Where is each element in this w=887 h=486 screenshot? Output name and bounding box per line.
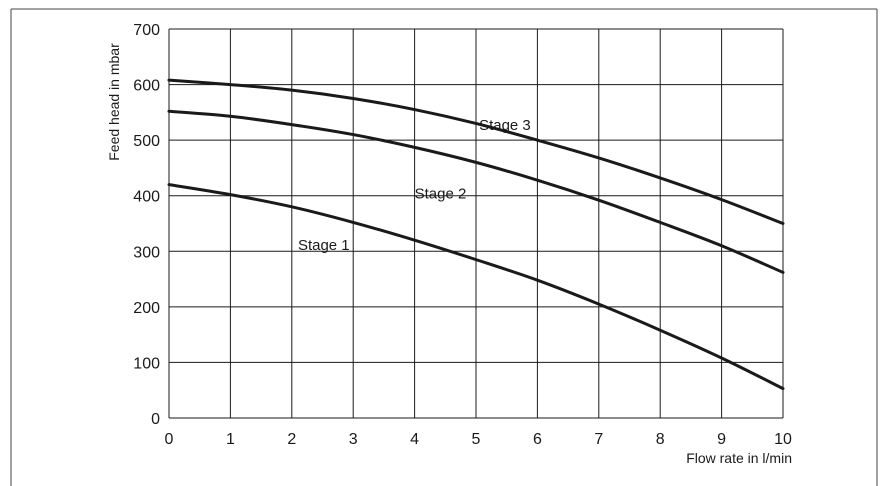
series-label-stage-3: Stage 3 [479, 117, 531, 134]
x-tick-label: 7 [594, 431, 603, 448]
y-tick-label: 0 [151, 411, 160, 428]
y-axis-label: Feed head in mbar [106, 43, 122, 161]
x-tick-label: 8 [656, 431, 665, 448]
x-tick-label: 6 [533, 431, 542, 448]
series-labels: Stage 1 Stage 2 Stage 3 [298, 117, 531, 254]
series-label-stage-2: Stage 2 [415, 185, 467, 202]
x-tick-label: 0 [165, 431, 174, 448]
x-tick-labels: 0 1 2 3 4 5 6 7 8 9 10 [165, 431, 792, 448]
series-label-stage-1: Stage 1 [298, 237, 350, 254]
y-tick-label: 700 [133, 22, 160, 39]
chart-frame-border [10, 8, 878, 486]
x-tick-label: 1 [226, 431, 235, 448]
y-tick-label: 200 [133, 300, 160, 317]
y-tick-label: 500 [133, 133, 160, 150]
x-tick-label: 2 [287, 431, 296, 448]
x-tick-label: 10 [774, 431, 792, 448]
y-tick-label: 300 [133, 244, 160, 261]
x-tick-label: 3 [349, 431, 358, 448]
x-axis-label: Flow rate in l/min [686, 450, 792, 466]
y-tick-labels: 0 100 200 300 400 500 600 700 [133, 22, 160, 428]
x-tick-label: 5 [472, 431, 481, 448]
x-tick-label: 9 [717, 431, 726, 448]
y-tick-label: 600 [133, 78, 160, 95]
x-tick-label: 4 [410, 431, 419, 448]
series-line-stage-3 [167, 78, 785, 225]
series-line-stage-1 [167, 183, 785, 391]
y-tick-label: 400 [133, 189, 160, 206]
series-line-stage-2 [167, 109, 785, 274]
y-tick-label: 100 [133, 355, 160, 372]
series-lines [167, 78, 785, 391]
